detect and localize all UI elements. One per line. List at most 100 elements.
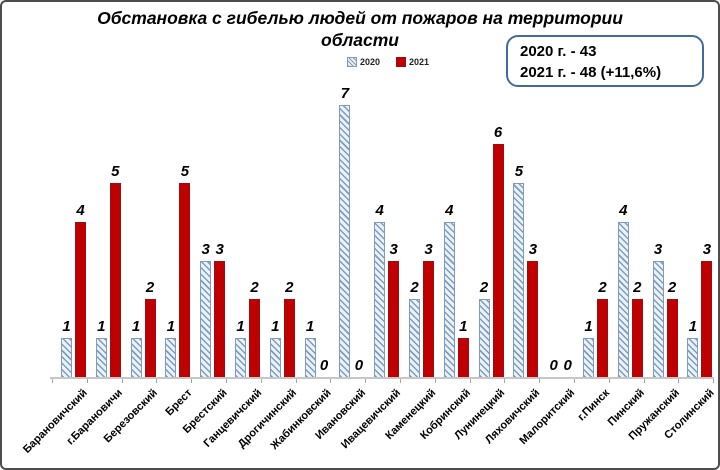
bar-2020 [235,338,246,377]
x-axis-tick [365,379,367,383]
chart-title: Обстановка с гибелью людей от пожаров на… [2,8,718,52]
bar-value-label: 2 [410,279,419,297]
bar-value-label: 7 [340,85,350,103]
x-axis-tick [469,379,471,383]
bar-value-label: 3 [653,240,663,258]
bar-2020 [652,260,664,377]
legend-swatch-2020-icon [346,57,357,67]
bar-2021 [492,144,504,377]
bar-2021 [631,299,643,377]
x-axis-tick [400,379,401,383]
bar-value-label: 6 [493,124,503,142]
bar-value-label: 5 [180,163,190,180]
bar-2020 [443,221,455,377]
bar-value-label: 4 [375,201,384,219]
bar-2021 [457,338,469,377]
bar-2020 [583,338,594,377]
x-axis-tick [295,379,297,383]
x-axis-label: Брест [163,387,195,419]
bar-value-label: 0 [354,357,364,374]
bar-2021 [75,221,86,377]
bar-2020 [617,221,629,377]
legend: 2020 2021 [30,57,718,67]
bar-value-label: 2 [145,279,155,297]
bar-2020 [165,338,177,377]
bar-2020 [339,105,351,377]
bar-value-label: 2 [667,279,677,297]
x-axis-tick [608,379,610,383]
bar-value-label: 2 [479,279,489,297]
bar-2021 [597,299,608,377]
bar-value-label: 2 [285,279,294,297]
x-axis-tick [539,379,541,383]
bar-value-label: 3 [389,240,398,258]
bar-2020 [478,299,490,377]
bar-value-label: 3 [528,240,538,258]
bar-2020 [269,338,281,377]
bar-value-label: 1 [166,318,176,336]
bar-value-label: 4 [619,201,628,219]
bar-value-label: 2 [633,279,642,297]
x-axis-tick [52,379,53,383]
bar-2021 [666,299,678,377]
x-axis-tick [156,379,158,383]
bar-value-label: 0 [319,357,329,374]
x-axis-tick [86,379,88,383]
bar-2020 [687,338,699,377]
bar-value-label: 2 [250,279,259,297]
x-axis-line [50,377,714,379]
bar-value-label: 1 [584,318,593,336]
bar-value-label: 1 [62,318,71,336]
x-axis-tick [504,379,506,383]
bar-2021 [214,260,226,377]
x-axis-label: Жабинковский [268,387,334,453]
bar-value-label: 1 [97,318,106,336]
bar-value-label: 3 [424,240,433,258]
summary-line-2021: 2021 г. - 48 (+11,6%) [520,64,662,81]
legend-label-2020: 2020 [359,57,380,67]
bar-2021 [701,260,713,377]
bar-value-label: 1 [271,318,280,336]
bar-value-label: 5 [111,163,120,180]
x-axis-tick [434,379,436,383]
legend-label-2021: 2021 [409,57,430,67]
bar-value-label: 4 [76,201,85,219]
bar-2020 [95,338,107,377]
bar-2021 [527,260,539,377]
bar-value-label: 3 [215,240,224,258]
chart-title-line1: Обстановка с гибелью людей от пожаров на… [97,8,623,28]
bar-value-label: 0 [549,357,558,374]
bar-2021 [144,299,156,377]
bar-2021 [388,260,400,377]
x-axis-label: Барановичский [21,387,90,456]
x-axis-tick [643,379,645,383]
bar-value-label: 3 [201,240,210,258]
bar-value-label: 0 [563,357,572,374]
bar-2020 [409,299,420,377]
x-axis-tick [191,379,193,383]
x-axis-tick [574,379,575,383]
summary-box: 2020 г. - 43 2021 г. - 48 (+11,6%) [506,35,704,87]
bar-2020 [374,221,386,377]
legend-item-2020: 2020 [346,57,380,67]
bar-2021 [249,299,260,377]
bar-value-label: 1 [459,318,468,336]
bar-value-label: 1 [688,318,698,336]
bar-value-label: 2 [598,279,607,297]
bar-value-label: 3 [702,240,712,258]
legend-item-2021: 2021 [396,57,429,67]
x-axis-tick [121,379,123,383]
bar-2020 [304,338,316,377]
bar-value-label: 1 [131,318,141,336]
bar-2021 [109,183,121,377]
bar-2021 [423,260,434,377]
summary-line-2020: 2020 г. - 43 [520,43,597,60]
x-axis-tick [713,379,715,383]
legend-swatch-2021-icon [396,57,406,67]
bar-2021 [283,299,295,377]
x-axis-tick [226,379,227,383]
chart-title-line2: области [321,29,399,50]
bar-2020 [130,338,142,377]
bar-value-label: 5 [514,163,524,180]
